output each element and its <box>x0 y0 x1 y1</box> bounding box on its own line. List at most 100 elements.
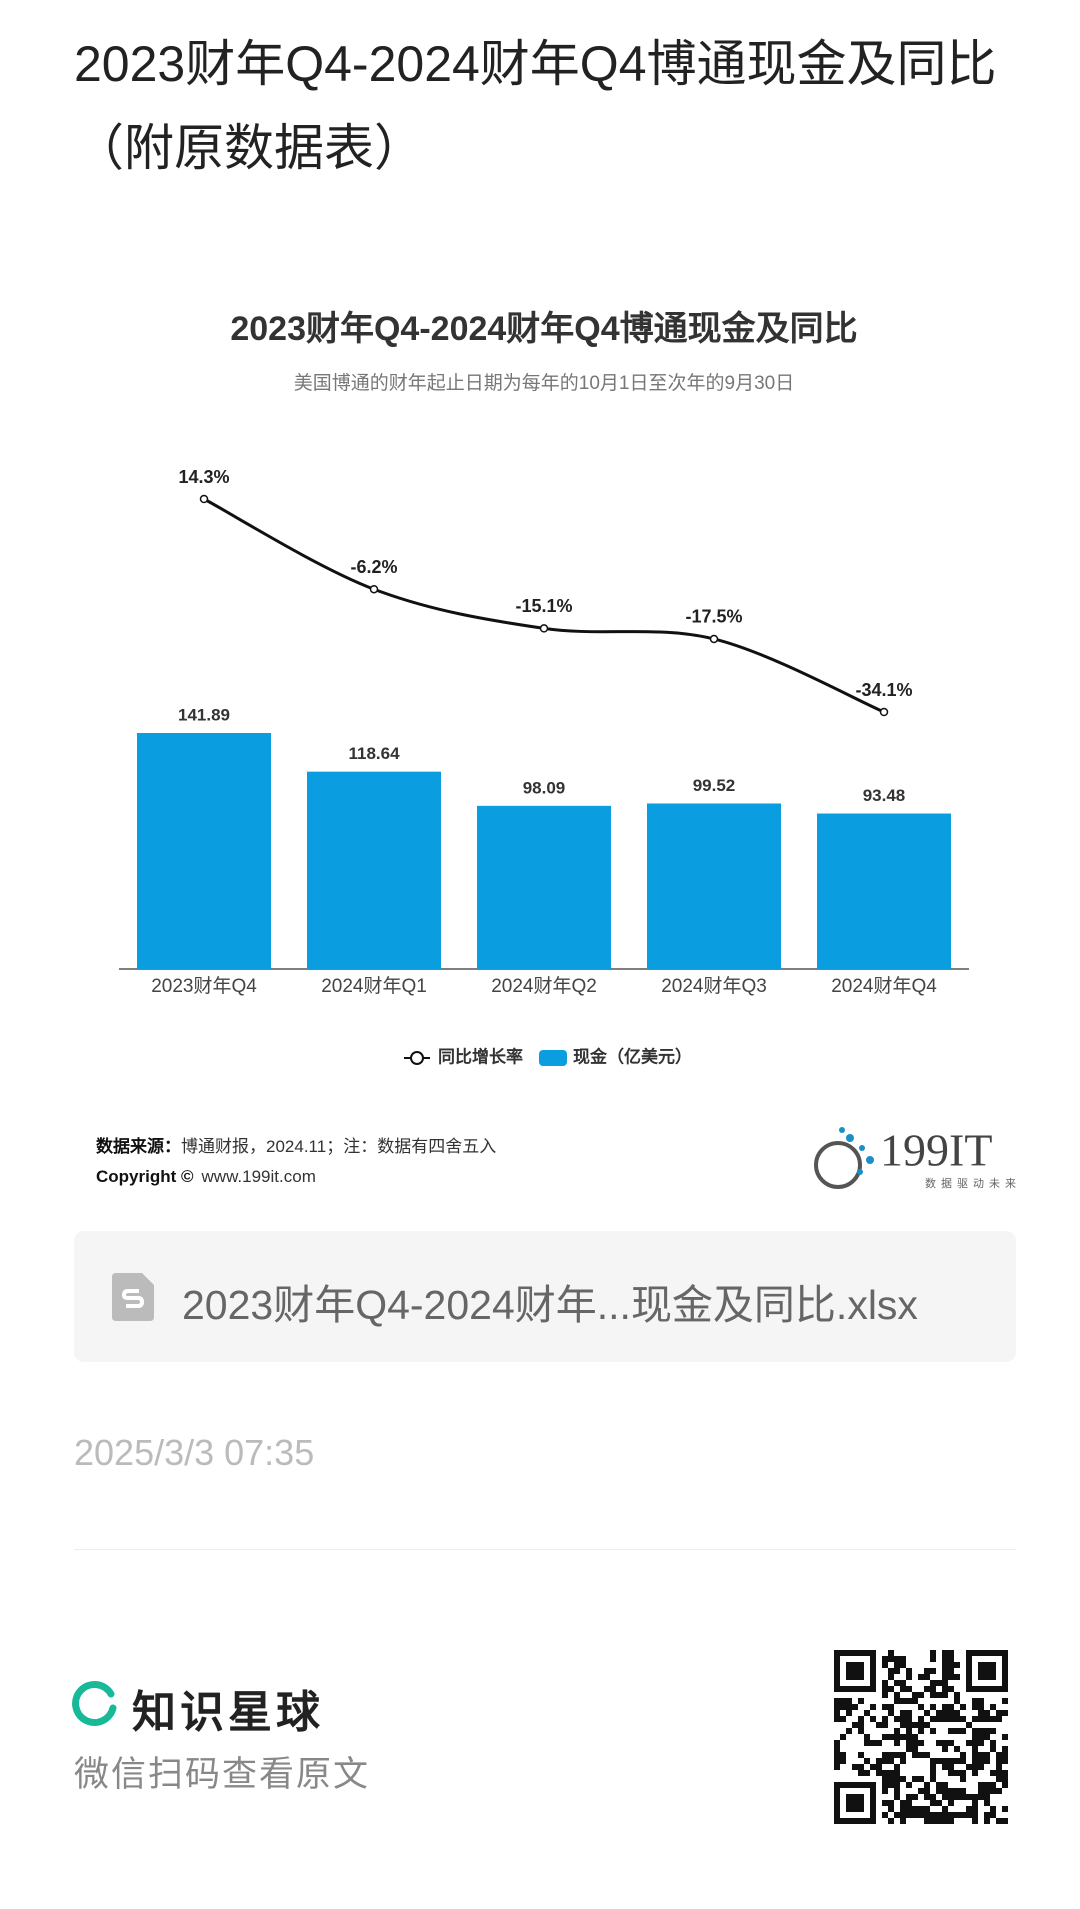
qr-module <box>906 1746 912 1752</box>
qr-module <box>930 1656 936 1662</box>
legend-swatch <box>539 1050 567 1066</box>
qr-module <box>906 1686 912 1692</box>
qr-module <box>906 1794 912 1800</box>
qr-module <box>900 1734 906 1740</box>
timestamp: 2025/3/3 07:35 <box>74 1432 315 1473</box>
qr-module <box>954 1788 960 1794</box>
bar <box>477 805 611 969</box>
qr-module <box>948 1656 954 1662</box>
qr-module <box>882 1686 888 1692</box>
qr-module <box>942 1710 948 1716</box>
qr-module <box>876 1764 882 1770</box>
qr-module <box>882 1758 888 1764</box>
qr-module <box>942 1812 948 1818</box>
qr-module <box>840 1758 846 1764</box>
qr-module <box>960 1776 966 1782</box>
qr-module <box>978 1788 984 1794</box>
qr-module <box>840 1704 846 1710</box>
qr-module <box>900 1800 906 1806</box>
qr-module <box>930 1650 936 1656</box>
qr-module <box>948 1668 954 1674</box>
logo-dot <box>859 1145 865 1151</box>
qr-module <box>888 1674 894 1680</box>
qr-module <box>942 1782 948 1788</box>
qr-module <box>978 1698 984 1704</box>
qr-module <box>924 1818 930 1824</box>
qr-module <box>912 1776 918 1782</box>
qr-module <box>984 1788 990 1794</box>
qr-module <box>900 1722 906 1728</box>
qr-module <box>870 1740 876 1746</box>
qr-module <box>930 1758 936 1764</box>
qr-module <box>924 1806 930 1812</box>
qr-module <box>834 1704 840 1710</box>
qr-module <box>954 1674 960 1680</box>
qr-module <box>906 1728 912 1734</box>
source-label: 数据来源： <box>96 1136 181 1156</box>
qr-module <box>924 1686 930 1692</box>
qr-module <box>966 1722 972 1728</box>
qr-module <box>918 1692 924 1698</box>
qr-module <box>984 1734 990 1740</box>
qr-module <box>918 1722 924 1728</box>
qr-module <box>978 1794 984 1800</box>
separator <box>74 1549 1016 1550</box>
qr-module <box>858 1770 864 1776</box>
qr-module <box>942 1662 948 1668</box>
qr-module <box>924 1710 930 1716</box>
qr-module <box>888 1752 894 1758</box>
source-label: 数据来源：博通财报，2024.11；注：数据有四舍五入 <box>96 1136 496 1156</box>
qr-module <box>906 1668 912 1674</box>
qr-module <box>954 1698 960 1704</box>
qr-module <box>960 1812 966 1818</box>
qr-module <box>972 1752 978 1758</box>
qr-module <box>852 1704 858 1710</box>
qr-module <box>972 1806 978 1812</box>
qr-module <box>918 1788 924 1794</box>
qr-module <box>882 1656 888 1662</box>
attachment[interactable]: 2023财年Q4-2024财年...现金及同比.xlsx <box>74 1231 1016 1362</box>
qr-module <box>906 1734 912 1740</box>
qr-module <box>960 1788 966 1794</box>
line-point <box>879 707 889 717</box>
qr-module <box>900 1662 906 1668</box>
qr-module <box>978 1716 984 1722</box>
qr-module <box>978 1728 984 1734</box>
qr-module <box>942 1680 948 1686</box>
qr-module <box>972 1734 978 1740</box>
qr-module <box>876 1740 882 1746</box>
qr-module <box>948 1770 954 1776</box>
qr-module <box>930 1716 936 1722</box>
qr-code[interactable] <box>834 1650 1008 1824</box>
logo-dot <box>846 1134 854 1142</box>
qr-module <box>936 1692 942 1698</box>
qr-module <box>912 1752 918 1758</box>
qr-module <box>942 1674 948 1680</box>
qr-module <box>894 1752 900 1758</box>
qr-module <box>876 1722 882 1728</box>
qr-module <box>906 1674 912 1680</box>
qr-module <box>834 1698 840 1704</box>
qr-module <box>894 1740 900 1746</box>
x-tick-label: 2024财年Q1 <box>321 975 427 997</box>
qr-module <box>900 1716 906 1722</box>
qr-module <box>948 1650 954 1656</box>
qr-module <box>930 1704 936 1710</box>
qr-module <box>990 1782 996 1788</box>
qr-module <box>990 1770 996 1776</box>
qr-module <box>942 1806 948 1812</box>
qr-module <box>960 1752 966 1758</box>
qr-module <box>918 1674 924 1680</box>
bar-label: 98.09 <box>523 778 566 797</box>
qr-module <box>894 1812 900 1818</box>
qr-finder-core <box>846 1662 864 1680</box>
qr-module <box>846 1710 852 1716</box>
hint: 微信扫码查看原文 <box>74 1755 371 1794</box>
qr-module <box>972 1770 978 1776</box>
qr-module <box>960 1716 966 1722</box>
qr-module <box>882 1680 888 1686</box>
qr-module <box>942 1758 948 1764</box>
qr-module <box>834 1710 840 1716</box>
qr-module <box>984 1716 990 1722</box>
